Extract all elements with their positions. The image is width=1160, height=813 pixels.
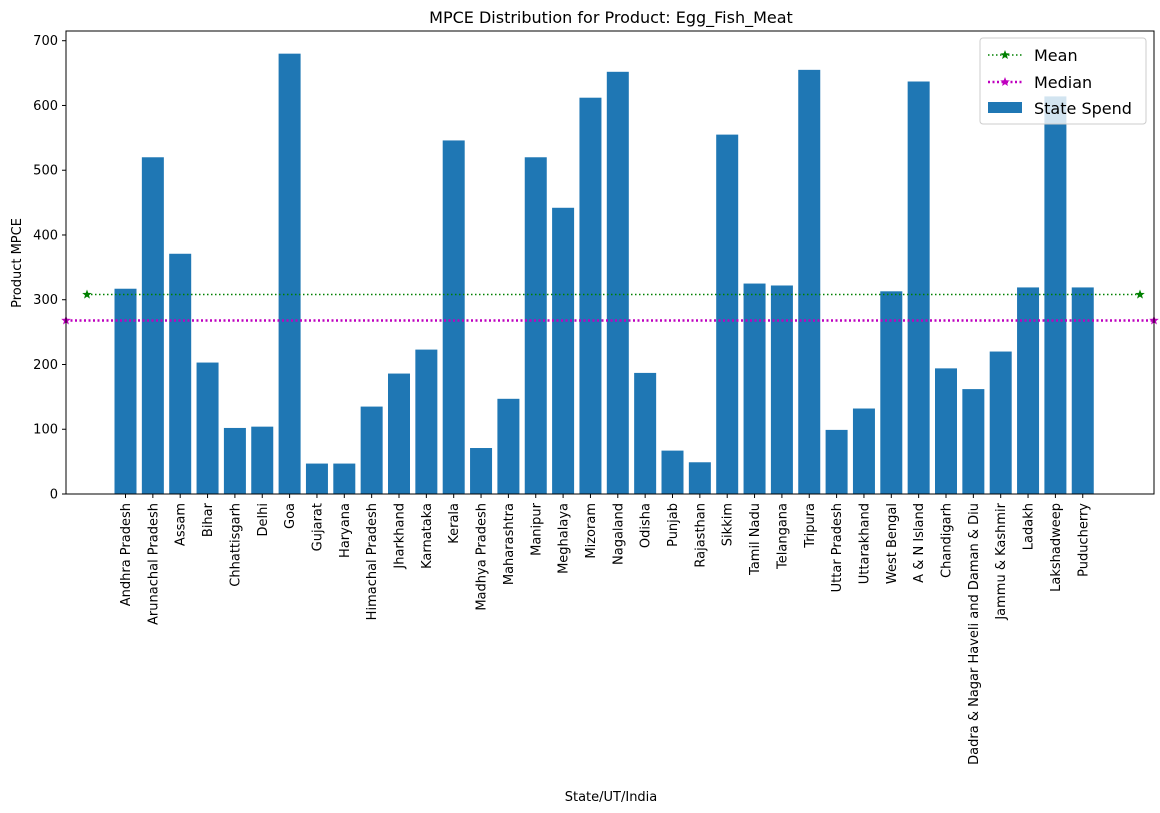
bar-bihar [196,362,219,494]
x-tick-label: Uttarakhand [857,503,872,584]
x-tick-label: Gujarat [310,503,325,551]
bar-dadra-nagar-haveli-and-daman-diu [962,389,985,494]
bar-gujarat [305,463,328,494]
bar-tamil-nadu [743,283,766,494]
bar-jammu-kashmir [989,351,1012,494]
x-tick-label: Himachal Pradesh [365,503,380,620]
x-tick-label: Telangana [775,503,790,570]
x-tick-label: Jammu & Kashmir [994,502,1009,620]
x-tick-label: Assam [174,503,189,546]
x-axis: Andhra Pradesh Arunachal Pradesh Assam Biha… [119,494,1091,765]
bar-punjab [661,450,684,494]
x-tick-label: Lakshadweep [1049,503,1064,592]
bar-puducherry [1071,287,1094,494]
legend-state-spend-label: State Spend [1034,99,1132,118]
bar-kerala [442,140,465,494]
bar-uttarakhand [852,408,875,494]
legend-mean-label: Mean [1034,46,1078,65]
bar-meghalaya [552,207,575,494]
bar-madhya-pradesh [470,448,493,494]
x-tick-label: Odisha [639,503,654,548]
x-tick-label: Ladakh [1022,503,1037,550]
bar-goa [278,53,301,494]
y-tick-label: 0 [50,488,58,503]
x-tick-label: Andhra Pradesh [119,503,134,606]
x-tick-label: Sikkim [721,503,736,546]
x-tick-label: Bihar [201,502,216,537]
bar-rajasthan [688,462,711,494]
x-tick-label: Chhattisgarh [228,503,243,587]
y-axis-title: Product MPCE [10,218,25,308]
legend-median-marker [1000,77,1010,87]
x-tick-label: Manipur [529,502,544,556]
y-tick-label: 100 [33,423,58,438]
x-tick-label: Chandigarh [940,503,955,578]
x-tick-label: Rajasthan [693,503,708,568]
mean-marker-start [82,289,92,299]
x-tick-label: Puducherry [1076,503,1091,577]
bar-karnataka [415,349,438,494]
x-tick-label: Goa [283,503,298,529]
y-tick-label: 200 [33,358,58,373]
bar-maharashtra [497,398,520,494]
bar-ladakh [1017,287,1040,494]
bar-nagaland [606,71,629,495]
bar-chandigarh [935,368,957,494]
bar-chhattisgarh [223,427,246,494]
x-axis-title: State/UT/India [565,790,658,805]
x-tick-label: A & N Island [912,503,927,583]
x-tick-label: Dadra & Nagar Haveli and Daman & Diu [967,503,982,765]
bar-delhi [251,426,274,494]
y-tick-label: 500 [33,164,58,179]
mean-marker-end [1135,289,1145,299]
bar-a-n-island [907,81,930,494]
bar-uttar-pradesh [825,429,848,494]
x-tick-label: Haryana [338,503,353,558]
x-tick-label: Jharkhand [393,503,408,570]
bar-manipur [524,157,547,494]
y-tick-label: 300 [33,293,58,308]
bar-jharkhand [388,373,410,494]
x-tick-label: Arunachal Pradesh [146,503,161,625]
x-tick-label: Tamil Nadu [748,503,763,576]
bar-tripura [798,69,821,494]
y-tick-label: 400 [33,228,58,243]
x-tick-label: Uttar Pradesh [830,503,845,592]
legend-mean-marker [1000,50,1010,60]
bars-group [114,53,1094,495]
bar-west-bengal [880,291,903,494]
bar-odisha [634,372,657,494]
legend: Mean Median State Spend [979,37,1147,125]
chart-title: MPCE Distribution for Product: Egg_Fish_… [429,8,793,28]
bar-andhra-pradesh [114,288,137,494]
bar-telangana [770,285,793,494]
x-tick-label: Punjab [666,503,681,547]
x-tick-label: West Bengal [885,503,900,584]
bar-mizoram [579,97,602,494]
legend-state-spend-swatch [988,102,1022,113]
x-tick-label: Tripura [803,503,818,549]
x-tick-label: Delhi [256,503,271,536]
bar-haryana [333,463,356,494]
x-tick-label: Kerala [447,503,462,544]
x-tick-label: Madhya Pradesh [475,503,490,611]
x-tick-label: Mizoram [584,503,599,559]
bar-sikkim [716,134,739,495]
x-tick-label: Nagaland [611,503,626,565]
x-tick-label: Meghalaya [557,503,572,574]
y-tick-label: 700 [33,34,58,49]
plot-frame [65,30,1155,495]
bar-assam [169,253,192,494]
x-tick-label: Maharashtra [502,503,517,585]
bar-arunachal-pradesh [141,157,164,494]
legend-median-label: Median [1034,73,1092,92]
bar-himachal-pradesh [360,406,383,494]
y-tick-label: 600 [33,99,58,114]
y-axis: 0 100 200 300 400 500 600 700 [33,34,66,503]
x-tick-label: Karnataka [420,503,435,569]
